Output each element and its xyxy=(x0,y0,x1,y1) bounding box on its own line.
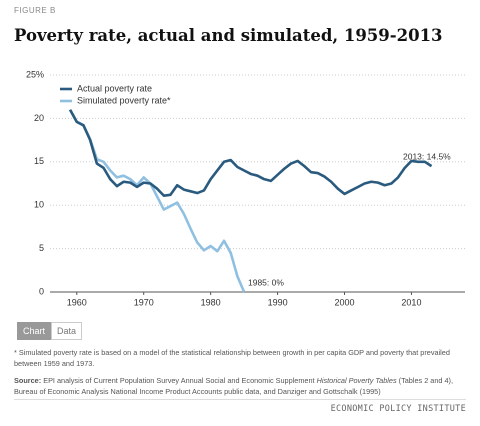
y-tick-label: 20 xyxy=(34,113,44,123)
figure-label: FIGURE B xyxy=(14,6,56,15)
y-tick-label: 10 xyxy=(34,200,44,210)
tabs: Chart Data xyxy=(17,322,83,340)
legend-label: Simulated poverty rate* xyxy=(77,95,171,105)
source: Source: EPI analysis of Current Populati… xyxy=(14,375,466,397)
x-tick-label: 1970 xyxy=(134,297,154,307)
y-tick-label: 15 xyxy=(34,156,44,166)
source-text: EPI analysis of Current Population Surve… xyxy=(43,376,315,385)
x-tick-label: 2000 xyxy=(335,297,355,307)
annotation: 2013: 14.5% xyxy=(403,151,451,161)
chart: 0 5 10 15 20 25% 1960 1970 1980 1990 2000 2010 Actua… xyxy=(26,69,465,307)
series-line xyxy=(68,109,246,293)
y-tick-label: 25% xyxy=(26,69,44,79)
source-text: (Tables 2 and 4), Bureau of Economic Ana… xyxy=(14,376,454,396)
footnote: * Simulated poverty rate is based on a m… xyxy=(14,348,450,368)
legend-label: Actual poverty rate xyxy=(77,83,152,93)
tab[interactable]: Chart xyxy=(17,322,52,340)
y-tick-label: 5 xyxy=(39,243,44,253)
source-title: Historical Poverty Tables xyxy=(316,376,397,385)
chart-title: Poverty rate, actual and simulated, 1959… xyxy=(14,26,443,45)
series-line xyxy=(68,109,433,197)
x-tick-label: 2010 xyxy=(401,297,421,307)
footer: ECONOMIC POLICY INSTITUTE xyxy=(330,404,466,414)
annotation: 1985: 0% xyxy=(248,277,284,287)
x-tick-label: 1960 xyxy=(67,297,87,307)
source-label: Source: xyxy=(14,376,42,385)
x-tick-label: 1990 xyxy=(268,297,288,307)
tab[interactable]: Data xyxy=(51,322,83,340)
x-tick-label: 1980 xyxy=(201,297,221,307)
y-tick-label: 0 xyxy=(39,286,44,296)
divider xyxy=(14,399,466,400)
